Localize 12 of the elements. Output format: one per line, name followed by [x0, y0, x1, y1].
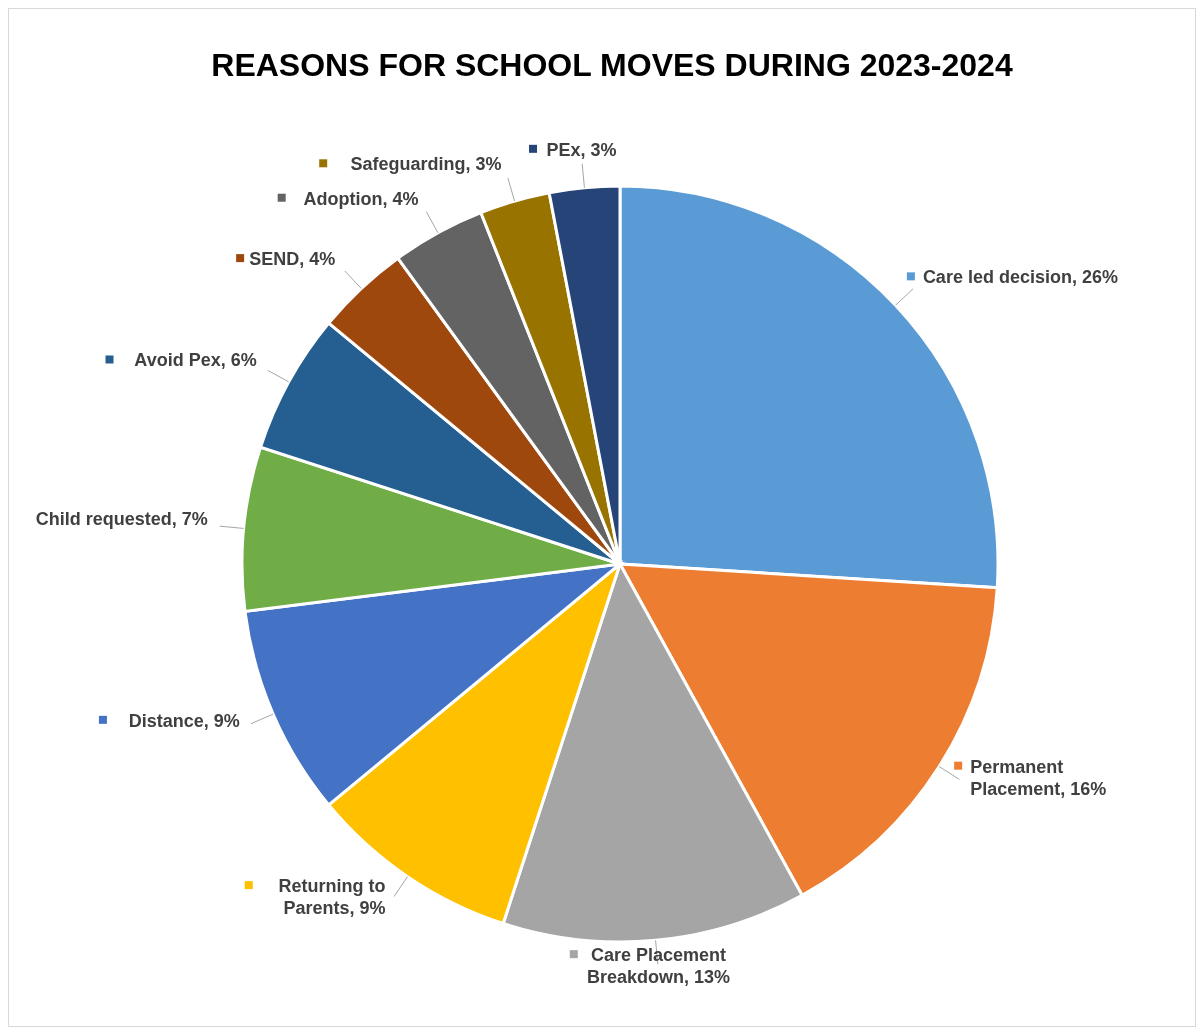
legend-label: Distance, 9%	[128, 710, 240, 731]
legend-label: Care Placement Breakdown, 13%	[587, 945, 731, 988]
slice-label: Child requested, 7%	[35, 509, 208, 530]
legend-label: Care led decision, 26%	[922, 267, 1118, 288]
legend-label: PEx, 3%	[546, 139, 617, 160]
legend-label: SEND, 4%	[249, 249, 336, 270]
chart-title: REASONS FOR SCHOOL MOVES DURING 2023-2024	[211, 47, 1013, 83]
legend-label: Adoption, 4%	[303, 188, 419, 209]
legend-label: Avoid Pex, 6%	[134, 350, 257, 371]
legend-label: Returning to Parents, 9%	[278, 876, 386, 919]
legend-label: Permanent Placement, 16%	[970, 756, 1107, 799]
legend-label: Safeguarding, 3%	[350, 154, 502, 175]
